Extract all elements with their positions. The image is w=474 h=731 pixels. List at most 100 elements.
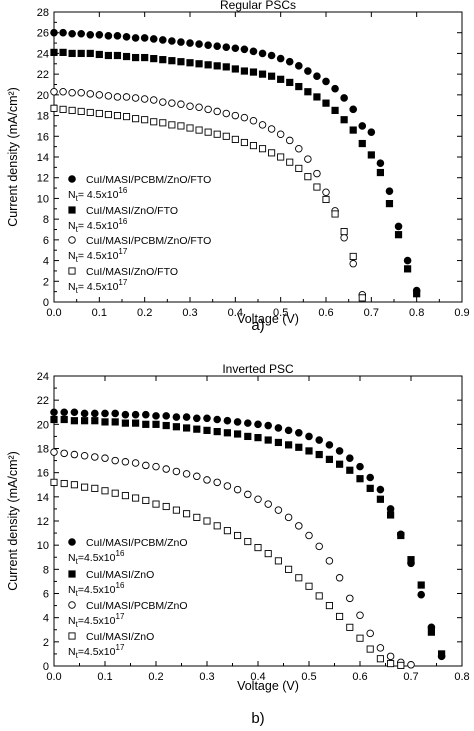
data-point bbox=[177, 58, 185, 66]
data-point bbox=[152, 412, 160, 420]
density-exponent: 16 bbox=[118, 217, 127, 226]
data-point bbox=[77, 49, 85, 58]
data-point bbox=[366, 645, 374, 653]
data-point bbox=[91, 417, 99, 425]
chart-panel-2: 0.0 0.1 0.2 0.3 0.4 0.5 0.6 0.7 0.80246810121416… bbox=[6, 362, 470, 727]
data-point bbox=[249, 68, 258, 76]
y-tick-label: 16 bbox=[37, 131, 49, 143]
data-point bbox=[254, 495, 262, 504]
legend-marker bbox=[68, 570, 76, 578]
legend-density-label: Nt= 4.5x1016 bbox=[68, 217, 128, 234]
data-point bbox=[172, 413, 181, 421]
data-point bbox=[403, 256, 412, 265]
data-series-4 bbox=[50, 478, 405, 669]
legend-density-label: Nt= 4.5x1016 bbox=[68, 186, 128, 203]
data-point bbox=[60, 449, 68, 458]
data-point bbox=[50, 478, 58, 486]
legend-density-label: Nt= 4.5x1017 bbox=[68, 278, 128, 295]
x-tick-label: 0.4 bbox=[228, 307, 243, 319]
data-point bbox=[258, 121, 267, 129]
density-symbol: N bbox=[68, 220, 76, 232]
density-value: =4.5x10 bbox=[78, 615, 116, 627]
y-tick-label: 2 bbox=[43, 276, 49, 288]
data-point bbox=[366, 629, 374, 638]
data-point bbox=[240, 45, 249, 54]
data-point bbox=[195, 60, 203, 68]
data-point bbox=[305, 582, 313, 590]
data-point bbox=[177, 122, 185, 130]
data-point bbox=[385, 187, 394, 195]
data-point bbox=[59, 48, 67, 56]
data-point bbox=[322, 99, 330, 107]
data-point bbox=[376, 644, 385, 652]
data-point bbox=[349, 126, 357, 134]
data-point bbox=[77, 89, 85, 97]
y-tick-label: 22 bbox=[37, 69, 49, 81]
data-point bbox=[356, 475, 364, 483]
legend-marker bbox=[68, 538, 76, 546]
data-point bbox=[177, 38, 185, 46]
legend-marker bbox=[68, 206, 76, 214]
x-tick-label: 0.2 bbox=[148, 671, 163, 683]
data-point bbox=[407, 661, 415, 669]
data-point bbox=[132, 494, 140, 502]
data-point bbox=[203, 517, 211, 525]
y-tick-label: 28 bbox=[37, 7, 49, 19]
data-point bbox=[315, 436, 324, 444]
data-point bbox=[193, 425, 201, 433]
data-point bbox=[140, 95, 149, 103]
data-point bbox=[203, 476, 211, 484]
x-tick-label: 0.7 bbox=[364, 307, 379, 319]
data-point bbox=[233, 485, 242, 494]
data-point bbox=[59, 87, 67, 96]
data-point bbox=[358, 139, 366, 148]
data-point bbox=[233, 430, 242, 438]
legend-label: CuI/MASI/ZnO/FTO bbox=[86, 205, 178, 217]
data-point bbox=[152, 420, 160, 428]
density-value: =4.5x10 bbox=[78, 584, 116, 596]
data-point bbox=[345, 454, 354, 462]
y-tick-label: 10 bbox=[37, 193, 49, 205]
data-point bbox=[356, 462, 364, 471]
data-point bbox=[397, 531, 405, 540]
data-point bbox=[50, 87, 58, 96]
density-symbol: N bbox=[68, 615, 76, 627]
data-point bbox=[203, 414, 211, 423]
data-point bbox=[213, 478, 221, 487]
data-point bbox=[437, 650, 446, 658]
data-point bbox=[172, 467, 181, 476]
legend-density-label: Nt=4.5x1016 bbox=[68, 581, 125, 598]
y-axis-label: Current density (mA/cm²) bbox=[6, 87, 20, 227]
data-point bbox=[249, 142, 258, 150]
density-exponent: 16 bbox=[116, 581, 125, 590]
legend-density-label: Nt=4.5x1017 bbox=[68, 643, 125, 660]
data-point bbox=[295, 443, 303, 451]
y-tick-label: 22 bbox=[37, 395, 49, 407]
y-tick-label: 4 bbox=[43, 613, 49, 625]
x-tick-label: 0.0 bbox=[46, 307, 61, 319]
data-point bbox=[50, 415, 58, 424]
density-symbol: N bbox=[68, 189, 76, 201]
data-point bbox=[313, 72, 321, 81]
data-point bbox=[182, 413, 191, 421]
data-point bbox=[231, 44, 240, 53]
density-value: = 4.5x10 bbox=[78, 281, 119, 293]
legend-marker bbox=[68, 236, 76, 244]
data-point bbox=[335, 447, 344, 455]
data-point bbox=[264, 550, 272, 558]
data-point bbox=[346, 623, 354, 631]
data-point bbox=[254, 420, 262, 429]
data-point bbox=[376, 159, 385, 168]
data-point bbox=[295, 164, 303, 172]
data-point bbox=[367, 128, 376, 136]
data-point bbox=[111, 489, 119, 497]
data-point bbox=[325, 602, 333, 610]
data-point bbox=[427, 628, 436, 636]
data-point bbox=[186, 39, 194, 47]
x-tick-label: 0.5 bbox=[301, 671, 316, 683]
chart-title: Regular PSCs bbox=[220, 0, 296, 12]
